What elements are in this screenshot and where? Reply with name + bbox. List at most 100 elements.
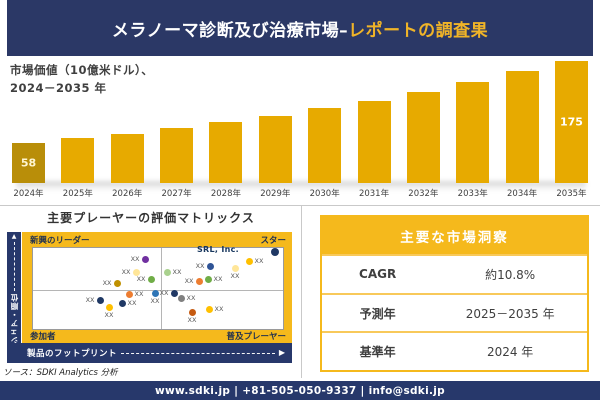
scatter-point-label: XX — [150, 296, 160, 305]
chart-title: 市場価値（10億米ドル）、 2024－2035 年 — [10, 61, 153, 98]
page-title-accent: レポートの調査果 — [348, 20, 489, 41]
source-note: ソース：SDKI Analytics 分析 — [3, 368, 118, 378]
bar-year-label: 2028年 — [210, 189, 241, 199]
scatter-point-label: XX — [104, 310, 114, 319]
insights-title: 主要な市場洞察 — [322, 217, 587, 254]
insights-row-value: 約10.8% — [485, 267, 536, 282]
scatter-point-label: XX — [127, 299, 137, 307]
footer-contact-text: www.sdki.jp | +81-505-050-9337 | info@sd… — [154, 384, 445, 397]
dashed-line-vertical — [13, 242, 15, 291]
bar-year-label: 2027年 — [161, 189, 192, 199]
right-arrow-icon: ▶ — [278, 348, 285, 357]
bar: 58 — [12, 143, 45, 183]
bar — [258, 116, 292, 183]
scatter-point: XX — [188, 308, 196, 324]
bar — [456, 82, 490, 183]
bar-chart: 58 2024年 2025年 2026年 2027年 2028年 2029年 2030年 203… — [12, 59, 588, 199]
bar-column: 2033年 — [456, 61, 490, 199]
scatter-point: XX — [185, 277, 203, 285]
bar-baseline-shadow — [16, 181, 586, 191]
scatter-point: XX — [205, 305, 223, 313]
quadrant-divider-vertical — [161, 248, 162, 329]
matrix-y-axis: ▲ 市場シェア・順位 — [7, 232, 21, 363]
insights-row-label: CAGR — [359, 267, 397, 282]
bar — [160, 128, 194, 183]
bar-column: 175 2035年 — [554, 61, 588, 199]
scatter-point-label: XX — [186, 294, 196, 302]
bar-column: 2027年 — [160, 61, 194, 199]
scatter-point: XX — [204, 275, 222, 283]
up-arrow-icon: ▲ — [11, 233, 17, 240]
bar-year-label: 2030年 — [309, 189, 340, 199]
scatter-point: XX — [131, 255, 149, 263]
footer-bar: www.sdki.jp | +81-505-050-9337 | info@sd… — [0, 381, 600, 400]
bar-column: 2026年 — [110, 61, 144, 199]
bar-column: 2029年 — [258, 61, 292, 199]
bar-value-label: 175 — [559, 115, 583, 129]
scatter-point: XX — [105, 303, 113, 319]
dashed-line-horizontal — [121, 352, 275, 354]
vertical-divider — [301, 206, 302, 378]
scatter-point: XX — [177, 294, 195, 302]
page-title: メラノーマ診断及び治療市場– — [111, 20, 349, 41]
matrix-title: 主要プレーヤーの評価マトリックス — [47, 211, 255, 225]
bar-year-label: 2033年 — [457, 189, 488, 199]
scatter-point-label: XX — [230, 271, 240, 280]
scatter-point-label: XX — [159, 289, 169, 297]
insights-row-label: 基準年 — [359, 345, 396, 360]
scatter-point-label: XX — [85, 296, 95, 304]
scatter-point: XX — [245, 257, 263, 265]
bar-column: 2030年 — [308, 61, 342, 199]
insights-row-base-year: 基準年 2024 年 — [322, 331, 587, 370]
bar: 175 — [554, 61, 588, 183]
scatter-point: XX — [196, 262, 214, 270]
scatter-point-label: XX — [130, 255, 140, 263]
horizontal-divider — [0, 205, 600, 206]
insights-row-value: 2025－2035 年 — [465, 306, 555, 321]
scatter-point-label: XX — [214, 305, 224, 313]
matrix-x-axis: 製品のフットプリント ▶ — [7, 343, 292, 363]
quadrant-label-bottom-left: 参加者 — [30, 332, 56, 342]
bar-year-label: 2026年 — [112, 189, 143, 199]
bar-year-label: 2031年 — [358, 189, 390, 199]
bar-year-label: 2032年 — [408, 189, 439, 199]
scatter-point: XX — [151, 289, 159, 305]
quadrant-label-top-right: スター — [260, 236, 286, 246]
scatter-point-label: XX — [254, 257, 264, 265]
scatter-point-label: XX — [172, 268, 182, 276]
bar — [209, 122, 243, 183]
insights-panel: 主要な市場洞察 CAGR 約10.8% 予測年 2025－2035 年 基準年 … — [320, 215, 589, 372]
bar-column: 2025年 — [61, 61, 95, 199]
bar-column: 2028年 — [209, 61, 243, 199]
bar — [406, 92, 440, 183]
scatter-point: XX — [103, 279, 121, 287]
bar-value-label: 58 — [20, 156, 37, 170]
chart-title-line2: 2024－2035 年 — [10, 81, 107, 96]
scatter-point-label: XX — [213, 275, 223, 283]
scatter-point: XX — [160, 289, 178, 297]
bar-column: 2032年 — [406, 61, 440, 199]
scatter-point: XX — [137, 275, 155, 283]
bar-year-label: 2029年 — [260, 189, 291, 199]
insights-row-forecast: 予測年 2025－2035 年 — [322, 292, 587, 332]
scatter-point: XX — [231, 264, 239, 280]
bar — [61, 138, 95, 183]
scatter-point-label: XX — [184, 277, 194, 285]
bar-column: 58 2024年 — [12, 61, 45, 199]
x-axis-label: 製品のフットプリント — [27, 349, 118, 359]
scatter-point: XX — [125, 290, 143, 298]
scatter-point: XX — [118, 299, 136, 307]
scatter-point-label: XX — [134, 290, 144, 298]
bar-column: 2034年 — [505, 61, 539, 199]
bar-year-label: 2034年 — [507, 189, 538, 199]
chart-title-line1: 市場価値（10億米ドル）、 — [10, 63, 154, 77]
insights-row-value: 2024 年 — [486, 345, 534, 360]
scatter-point — [271, 248, 279, 256]
quadrant-label-bottom-right: 普及プレーヤー — [226, 332, 286, 342]
matrix-plot-area — [32, 247, 284, 330]
header-banner: メラノーマ診断及び治療市場– レポートの調査果 — [7, 0, 593, 56]
bar-year-label: 2025年 — [62, 189, 93, 199]
bar-year-label: 2024年 — [13, 189, 44, 199]
bar — [308, 108, 342, 183]
